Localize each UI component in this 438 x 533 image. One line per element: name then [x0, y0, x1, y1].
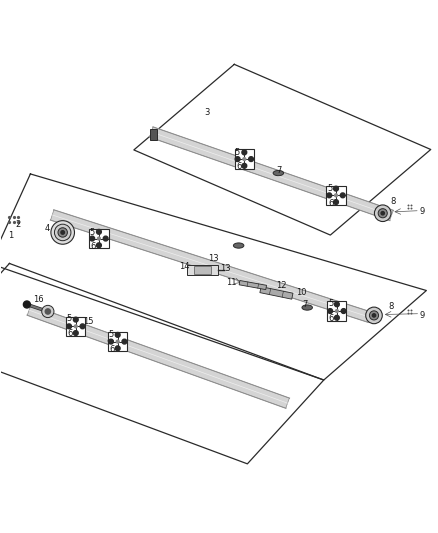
Text: 6: 6: [237, 163, 242, 172]
Bar: [108, 332, 127, 351]
Text: 6: 6: [110, 345, 115, 354]
Text: 8: 8: [390, 197, 396, 206]
Bar: [150, 128, 157, 140]
Circle shape: [378, 209, 387, 218]
Circle shape: [340, 193, 345, 198]
Polygon shape: [239, 280, 267, 289]
Text: 6: 6: [328, 199, 333, 208]
Circle shape: [243, 158, 246, 160]
Circle shape: [115, 333, 120, 337]
Text: 3: 3: [204, 108, 209, 117]
Text: 5: 5: [90, 228, 95, 237]
Text: 7: 7: [276, 166, 282, 175]
Circle shape: [58, 228, 67, 237]
Circle shape: [109, 339, 113, 344]
Circle shape: [327, 193, 332, 198]
Text: 1: 1: [8, 231, 13, 240]
Circle shape: [45, 309, 50, 314]
Bar: [235, 149, 254, 169]
Text: 7: 7: [303, 300, 308, 309]
Text: 8: 8: [388, 302, 393, 311]
Text: 14: 14: [179, 262, 189, 271]
Circle shape: [67, 324, 71, 329]
Text: 13: 13: [220, 264, 230, 273]
Text: 5: 5: [108, 330, 113, 339]
Ellipse shape: [302, 305, 312, 310]
Circle shape: [74, 330, 78, 335]
Circle shape: [334, 186, 339, 191]
Circle shape: [103, 236, 108, 241]
Bar: [66, 317, 85, 336]
Text: 9: 9: [420, 207, 425, 216]
Circle shape: [23, 301, 30, 308]
Text: 2: 2: [15, 220, 21, 229]
Ellipse shape: [108, 338, 119, 343]
Circle shape: [335, 316, 339, 320]
Text: 6: 6: [91, 243, 96, 252]
Circle shape: [341, 309, 346, 313]
Circle shape: [116, 340, 119, 343]
Circle shape: [42, 305, 54, 318]
Text: 16: 16: [33, 295, 43, 304]
Circle shape: [74, 325, 77, 328]
Polygon shape: [260, 287, 293, 299]
Text: 6: 6: [67, 329, 72, 338]
Text: 4: 4: [45, 224, 50, 233]
Circle shape: [90, 236, 95, 241]
Text: 5: 5: [67, 314, 72, 324]
Circle shape: [115, 346, 120, 351]
Circle shape: [335, 194, 337, 197]
Circle shape: [328, 309, 332, 313]
Bar: [327, 302, 346, 321]
Text: 5: 5: [234, 148, 240, 157]
Circle shape: [381, 212, 385, 215]
Ellipse shape: [273, 171, 284, 176]
Circle shape: [51, 221, 74, 244]
Circle shape: [80, 324, 85, 329]
Bar: [326, 185, 346, 205]
Circle shape: [122, 339, 127, 344]
Circle shape: [235, 157, 240, 161]
Circle shape: [98, 237, 100, 240]
Polygon shape: [27, 305, 290, 408]
Circle shape: [54, 224, 71, 241]
Text: 5: 5: [328, 298, 334, 308]
Ellipse shape: [67, 324, 78, 329]
Circle shape: [335, 302, 339, 306]
Text: 12: 12: [276, 281, 286, 290]
Circle shape: [249, 157, 254, 161]
Polygon shape: [51, 210, 371, 322]
Text: 11: 11: [226, 278, 237, 287]
Circle shape: [242, 150, 247, 155]
Circle shape: [366, 307, 382, 324]
Circle shape: [74, 317, 78, 322]
Text: 10: 10: [296, 288, 306, 297]
Circle shape: [372, 314, 376, 317]
Circle shape: [96, 243, 101, 248]
Bar: [89, 229, 109, 248]
Bar: [187, 265, 218, 275]
Text: 6: 6: [328, 313, 334, 322]
Text: 5: 5: [327, 184, 332, 193]
Circle shape: [374, 205, 391, 222]
Text: 9: 9: [420, 311, 425, 320]
Polygon shape: [150, 127, 393, 220]
Circle shape: [369, 311, 378, 320]
Circle shape: [334, 200, 339, 205]
Circle shape: [96, 229, 101, 234]
Circle shape: [336, 310, 338, 312]
Ellipse shape: [233, 243, 244, 248]
Text: 13: 13: [208, 254, 219, 263]
Text: 15: 15: [83, 317, 93, 326]
Bar: [194, 266, 211, 273]
Circle shape: [61, 231, 64, 234]
Circle shape: [242, 164, 247, 168]
